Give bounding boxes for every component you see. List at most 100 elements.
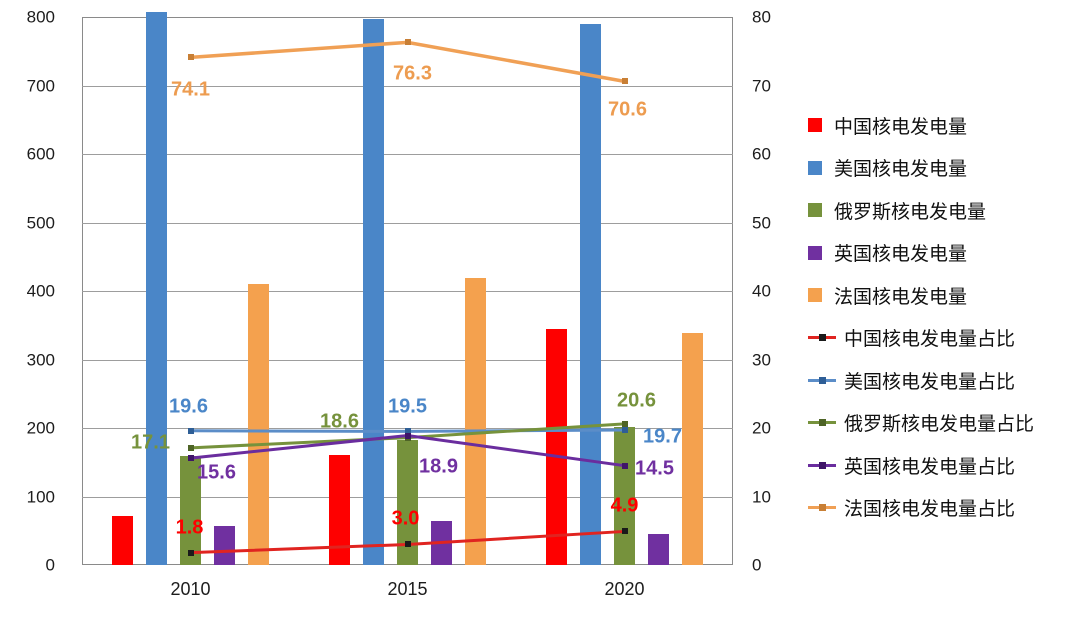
- y-right-tick-70: 70: [752, 76, 771, 95]
- data-label-usa-2010: 19.6: [169, 395, 208, 418]
- gridline-700: [82, 85, 733, 87]
- legend-swatch-france-bar-icon: [808, 288, 822, 303]
- gridline-600: [82, 154, 733, 155]
- legend-line-marker-uk: [818, 461, 826, 469]
- gridline-500: [82, 222, 733, 224]
- data-label-uk-2015: 18.9: [419, 455, 458, 478]
- y-left-tick-700: 700: [26, 76, 55, 95]
- y-right-tick-0: 0: [752, 555, 762, 575]
- legend-swatch-france-line-icon: [808, 501, 836, 515]
- legend-item-usa-share: 美国核电发电量占比: [808, 359, 1034, 402]
- legend-item-russia-share: 俄罗斯核电发电量占比: [808, 402, 1034, 445]
- marker-uk-2015: [404, 432, 411, 439]
- legend-line-marker-usa: [818, 376, 826, 384]
- data-label-usa-2015: 19.5: [388, 395, 427, 418]
- y-right-tick-30: 30: [752, 350, 771, 369]
- legend-swatch-usa-line-icon: [808, 373, 836, 387]
- marker-uk-2020: [621, 462, 628, 469]
- x-tick-2020: 2020: [604, 579, 645, 599]
- marker-usa-2015: [404, 428, 411, 435]
- gridline-300: [82, 359, 733, 361]
- legend-label-uk-share: 英国核电发电量占比: [844, 456, 1016, 478]
- y-right-tick-60: 60: [752, 144, 771, 164]
- marker-usa-2010: [187, 427, 194, 434]
- data-label-france-2020: 70.6: [608, 98, 647, 121]
- legend-label-france-generation: 法国核电发电量: [834, 286, 968, 308]
- bar-uk-2020: [648, 533, 669, 565]
- data-label-russia-2020: 20.6: [617, 389, 656, 412]
- data-label-usa-2020: 19.7: [643, 425, 682, 448]
- bar-uk-2010: [214, 525, 235, 565]
- legend-swatch-russia-bar-icon: [808, 203, 822, 218]
- bar-russia-2015: [397, 439, 418, 565]
- y-right-tick-80: 80: [752, 7, 771, 27]
- y-left-tick-800: 800: [26, 7, 55, 27]
- data-label-china-2020: 4.9: [610, 494, 639, 517]
- y-left-tick-0: 0: [45, 555, 55, 575]
- legend: 中国核电发电量 美国核电发电量 俄罗斯核电发电量 英国核电发电量 法国核电发电量中国核电…: [808, 104, 1034, 529]
- y-left-tick-600: 600: [26, 144, 55, 164]
- legend-label-china-share: 中国核电发电量占比: [844, 329, 1016, 351]
- legend-item-france-share: 法国核电发电量占比: [808, 487, 1034, 530]
- marker-uk-2010: [187, 455, 194, 462]
- y-left-tick-300: 300: [26, 350, 55, 369]
- marker-china-2010: [187, 549, 194, 556]
- data-label-china-2015: 3.0: [391, 507, 420, 530]
- gridline-400: [82, 291, 733, 292]
- marker-china-2020: [621, 528, 628, 535]
- legend-swatch-russia-line-icon: [808, 416, 836, 430]
- legend-label-usa-generation: 美国核电发电量: [834, 159, 968, 181]
- x-tick-2015: 2015: [387, 579, 428, 599]
- bar-china-2020: [546, 328, 567, 565]
- legend-swatch-uk-line-icon: [808, 458, 836, 472]
- x-tick-2010: 2010: [170, 579, 211, 599]
- y-left-tick-500: 500: [26, 213, 55, 232]
- marker-russia-2010: [187, 444, 194, 451]
- bar-china-2015: [329, 454, 350, 565]
- legend-label-france-share: 法国核电发电量占比: [844, 499, 1016, 521]
- legend-item-china-generation: 中国核电发电量: [808, 104, 1034, 147]
- legend-item-uk-generation: 英国核电发电量: [808, 232, 1034, 275]
- legend-swatch-china-line-icon: [808, 331, 836, 345]
- legend-label-russia-share: 俄罗斯核电发电量占比: [844, 414, 1035, 436]
- y-right-tick-40: 40: [752, 281, 771, 301]
- legend-item-russia-generation: 俄罗斯核电发电量: [808, 189, 1034, 232]
- data-label-russia-2015: 18.6: [320, 410, 359, 433]
- data-label-uk-2020: 14.5: [635, 457, 674, 480]
- bar-france-2020: [682, 332, 703, 565]
- marker-france-2010: [187, 54, 194, 61]
- marker-usa-2020: [621, 427, 628, 434]
- legend-item-france-generation: 法国核电发电量: [808, 274, 1034, 317]
- y-left-tick-100: 100: [26, 487, 55, 506]
- y-left-tick-200: 200: [26, 418, 55, 438]
- legend-label-russia-generation: 俄罗斯核电发电量: [834, 201, 987, 223]
- data-label-russia-2010: 17.1: [131, 431, 170, 454]
- data-label-china-2010: 1.8: [175, 516, 204, 539]
- data-label-france-2015: 76.3: [393, 62, 432, 85]
- y-right-tick-20: 20: [752, 418, 771, 438]
- data-label-france-2010: 74.1: [171, 78, 210, 101]
- bar-russia-2010: [180, 456, 201, 565]
- data-label-uk-2010: 15.6: [197, 461, 236, 484]
- bar-china-2010: [112, 516, 133, 565]
- plot-area: 1.8 3.0 4.9 19.6 19.5 19.7 17.1 18.6 20.6 15.6 18.…: [82, 12, 733, 565]
- y-right-tick-50: 50: [752, 213, 771, 232]
- legend-swatch-uk-bar-icon: [808, 245, 822, 260]
- legend-label-usa-share: 美国核电发电量占比: [844, 371, 1016, 393]
- legend-line-marker-russia: [818, 419, 826, 427]
- y-left-tick-400: 400: [26, 281, 55, 301]
- legend-label-china-generation: 中国核电发电量: [834, 116, 968, 138]
- legend-line-marker-france: [818, 504, 826, 512]
- bar-usa-2010: [146, 12, 167, 565]
- marker-china-2015: [404, 541, 411, 548]
- marker-france-2015: [404, 39, 411, 46]
- legend-label-uk-generation: 英国核电发电量: [834, 244, 968, 266]
- bar-france-2015: [465, 278, 486, 565]
- marker-russia-2020: [621, 420, 628, 427]
- legend-item-china-share: 中国核电发电量占比: [808, 317, 1034, 360]
- legend-line-marker-china: [818, 334, 826, 342]
- legend-swatch-usa-bar-icon: [808, 160, 822, 175]
- legend-item-usa-generation: 美国核电发电量: [808, 147, 1034, 190]
- bar-france-2010: [248, 284, 269, 565]
